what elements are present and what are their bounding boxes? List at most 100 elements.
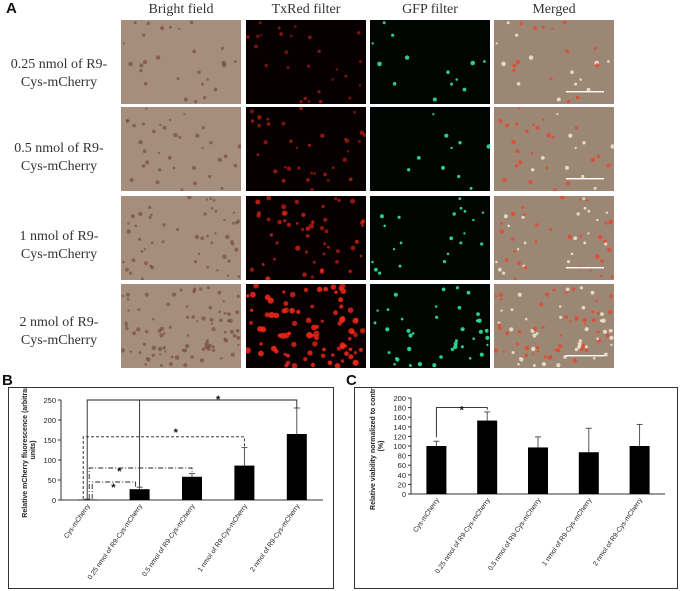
cell-dot [193, 99, 198, 104]
cell-dot [168, 362, 173, 367]
cell-dot [515, 33, 519, 37]
micro-image-canvas [246, 20, 366, 104]
cell-dot [484, 328, 489, 333]
cell-dot [517, 363, 520, 366]
cell-dot [583, 206, 587, 210]
cell-dot [210, 322, 213, 325]
cell-dot [220, 46, 224, 50]
cell-dot [541, 325, 545, 329]
cell-dot [537, 350, 540, 353]
cell-dot [159, 353, 162, 356]
cell-dot [164, 350, 167, 353]
cell-dot [514, 164, 519, 168]
cell-dot [314, 335, 319, 341]
cell-dot [569, 320, 572, 323]
cell-dot [584, 348, 589, 353]
cell-dot [273, 257, 276, 261]
cell-dot [391, 33, 395, 37]
cell-dot [295, 222, 299, 225]
cell-dot [289, 139, 293, 144]
significance-bracket [88, 467, 193, 499]
cell-dot [344, 138, 350, 144]
cell-dot [362, 133, 366, 137]
cell-dot [334, 363, 341, 368]
cell-dot [313, 172, 317, 175]
cell-dot [582, 141, 586, 145]
cell-dot [393, 363, 396, 366]
cell-dot [408, 364, 412, 367]
cell-dot [185, 305, 189, 308]
cell-dot [122, 42, 125, 45]
x-tick-label: 0.5 nmol of R9-Cys-mCherry [487, 497, 543, 572]
cell-dot [576, 95, 580, 100]
cell-dot [552, 288, 556, 292]
cell-dot [360, 221, 364, 225]
cell-dot [383, 224, 386, 228]
cell-dot [342, 157, 347, 162]
cell-dot [214, 232, 217, 235]
cell-dot [211, 327, 216, 332]
cell-dot [468, 357, 472, 360]
cell-dot [176, 228, 179, 231]
cell-dot [206, 78, 209, 81]
x-tick-label: 1 nmol of R9-Cys-mCherry [197, 503, 249, 574]
cell-dot [249, 267, 255, 272]
cell-dot [261, 263, 265, 266]
cell-dot [336, 346, 342, 351]
cell-dot [306, 178, 310, 182]
cell-dot [563, 355, 567, 359]
cell-dot [379, 214, 384, 219]
cell-dot [234, 60, 237, 63]
cell-dot [453, 341, 458, 346]
cell-dot [598, 234, 603, 240]
cell-dot [148, 205, 152, 209]
cell-dot [450, 347, 455, 352]
cell-dot [458, 141, 462, 145]
cell-dot [353, 332, 358, 338]
cell-dot [150, 241, 154, 245]
cell-dot [235, 328, 240, 333]
y-tick-label: 250 [43, 396, 56, 405]
cell-dot [549, 228, 552, 231]
cell-dot [599, 274, 603, 277]
micro-image-bright [121, 20, 241, 104]
cell-dot [605, 333, 610, 338]
y-tick-label: 0 [52, 496, 56, 505]
cell-dot [185, 344, 190, 349]
significance-bracket [86, 399, 298, 499]
cell-dot [590, 290, 595, 295]
cell-dot [457, 174, 461, 179]
cell-dot [194, 234, 200, 240]
cell-dot [541, 25, 545, 29]
cell-dot [469, 186, 473, 190]
cell-dot [126, 298, 130, 301]
bar [182, 476, 202, 500]
cell-dot [223, 330, 227, 334]
cell-dot [316, 286, 323, 293]
cell-dot [360, 328, 366, 334]
cell-dot [397, 215, 401, 219]
cell-dot [234, 247, 239, 252]
significance-star: * [174, 427, 179, 439]
cell-dot [441, 165, 445, 170]
cell-dot [159, 123, 162, 127]
cell-dot [237, 275, 241, 278]
cell-dot [587, 232, 590, 235]
cell-dot [122, 260, 125, 264]
cell-dot [125, 119, 130, 123]
cell-dot [531, 168, 535, 172]
cell-dot [222, 63, 227, 68]
cell-dot [323, 286, 329, 292]
cell-dot [201, 347, 206, 352]
cell-dot [378, 271, 382, 275]
cell-dot [404, 55, 410, 60]
cell-dot [347, 336, 352, 341]
cell-dot [277, 26, 281, 30]
cell-dot [197, 252, 201, 256]
cell-dot [203, 212, 207, 216]
cell-dot [327, 360, 333, 366]
row-label-0-5-nmol: 0.5 nmol of R9- Cys-mCherry [4, 140, 114, 176]
cell-dot [528, 180, 533, 185]
cell-dot [570, 70, 574, 74]
cell-dot [285, 360, 291, 366]
